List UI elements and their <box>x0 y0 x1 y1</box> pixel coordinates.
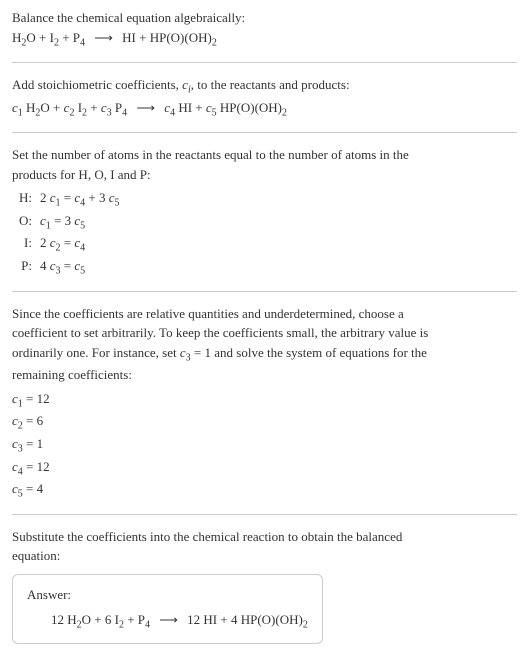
text: O + 6 I <box>82 612 119 627</box>
divider <box>12 291 517 292</box>
species: H <box>23 100 36 115</box>
arrow-icon: ⟶ <box>136 98 155 118</box>
species: HP(O)(OH) <box>217 100 282 115</box>
solve-line3: ordinarily one. For instance, set c3 = 1… <box>12 343 517 366</box>
answer-box: Answer: 12 H2O + 6 I2 + P4 ⟶ 12 HI + 4 H… <box>12 574 323 644</box>
plus: + 3 <box>85 190 109 205</box>
subscript: 5 <box>80 220 85 231</box>
coeff-row: c4 = 12 <box>12 457 517 480</box>
subscript: 5 <box>115 198 120 209</box>
answer-label: Answer: <box>27 585 308 605</box>
reactant-text: O + I <box>26 30 54 45</box>
atom-equations: H: 2 c1 = c4 + 3 c5 O: c1 = 3 c5 I: 2 c2… <box>14 188 517 278</box>
coeff-row: c2 = 6 <box>12 411 517 434</box>
text: + <box>87 100 101 115</box>
eq: = 3 <box>51 213 75 228</box>
coeff-row: c5 = 4 <box>12 479 517 502</box>
text: Add stoichiometric coefficients, <box>12 77 182 92</box>
value: = 4 <box>23 481 43 496</box>
coef: 4 <box>40 258 50 273</box>
equation: 4 c3 = c5 <box>40 256 85 279</box>
equation: 2 c1 = c4 + 3 c5 <box>40 188 120 211</box>
coeff-row: c1 = 12 <box>12 389 517 412</box>
species: I <box>74 100 82 115</box>
atom-label: I: <box>14 233 40 253</box>
eq: = <box>61 190 75 205</box>
divider <box>12 514 517 515</box>
value: = 12 <box>23 391 50 406</box>
atom-row-o: O: c1 = 3 c5 <box>14 211 517 234</box>
reactant-text: + P <box>59 30 80 45</box>
substitute-section: Substitute the coefficients into the che… <box>12 527 517 566</box>
atom-label: O: <box>14 211 40 231</box>
text: ordinarily one. For instance, set <box>12 345 180 360</box>
divider <box>12 62 517 63</box>
atoms-intro-line1: Set the number of atoms in the reactants… <box>12 145 517 165</box>
atoms-section: Set the number of atoms in the reactants… <box>12 145 517 278</box>
atom-row-h: H: 2 c1 = c4 + 3 c5 <box>14 188 517 211</box>
divider <box>12 132 517 133</box>
atom-row-i: I: 2 c2 = c4 <box>14 233 517 256</box>
text: , to the reactants and products: <box>191 77 350 92</box>
subscript: 2 <box>212 37 217 48</box>
text: 12 H <box>51 612 77 627</box>
atom-label: P: <box>14 256 40 276</box>
atom-label: H: <box>14 188 40 208</box>
subscript: 5 <box>80 266 85 277</box>
solve-line2: coefficient to set arbitrarily. To keep … <box>12 323 517 343</box>
solve-section: Since the coefficients are relative quan… <box>12 304 517 502</box>
value: = 1 <box>23 436 43 451</box>
subscript: 4 <box>145 620 150 631</box>
atoms-intro-line2: products for H, O, I and P: <box>12 165 517 185</box>
equation: c1 = 3 c5 <box>40 211 85 234</box>
reactant-text: H <box>12 30 21 45</box>
stoich-equation: c1 H2O + c2 I2 + c3 P4 ⟶ c4 HI + c5 HP(O… <box>12 98 517 121</box>
value: = 12 <box>23 459 50 474</box>
subscript: 4 <box>122 107 127 118</box>
text: + P <box>124 612 145 627</box>
coeff-row: c3 = 1 <box>12 434 517 457</box>
text: = 1 and solve the system of equations fo… <box>191 345 427 360</box>
species: P <box>112 100 122 115</box>
arrow-icon: ⟶ <box>94 28 113 48</box>
intro-text: Balance the chemical equation algebraica… <box>12 8 517 28</box>
balanced-equation: 12 H2O + 6 I2 + P4 ⟶ 12 HI + 4 HP(O)(OH)… <box>27 610 308 633</box>
coefficient-list: c1 = 12 c2 = 6 c3 = 1 c4 = 12 c5 = 4 <box>12 389 517 502</box>
subscript: 4 <box>80 37 85 48</box>
eq: = <box>61 258 75 273</box>
product-text: HI + HP(O)(OH) <box>122 30 212 45</box>
eq: = <box>61 235 75 250</box>
stoich-section: Add stoichiometric coefficients, ci, to … <box>12 75 517 120</box>
solve-line1: Since the coefficients are relative quan… <box>12 304 517 324</box>
solve-line4: remaining coefficients: <box>12 365 517 385</box>
atom-row-p: P: 4 c3 = c5 <box>14 256 517 279</box>
arrow-icon: ⟶ <box>159 610 178 630</box>
text: O + <box>40 100 63 115</box>
coef: 2 <box>40 235 50 250</box>
subscript: 4 <box>80 243 85 254</box>
text: 12 HI + 4 HP(O)(OH) <box>187 612 303 627</box>
subst-line2: equation: <box>12 546 517 566</box>
coef: 2 <box>40 190 50 205</box>
subst-line1: Substitute the coefficients into the che… <box>12 527 517 547</box>
unbalanced-equation: H2O + I2 + P4 ⟶ HI + HP(O)(OH)2 <box>12 28 517 51</box>
subscript: 2 <box>282 107 287 118</box>
subscript: 2 <box>303 620 308 631</box>
intro-section: Balance the chemical equation algebraica… <box>12 8 517 50</box>
value: = 6 <box>23 413 43 428</box>
stoich-intro: Add stoichiometric coefficients, ci, to … <box>12 75 517 98</box>
species: HI + <box>175 100 206 115</box>
equation: 2 c2 = c4 <box>40 233 85 256</box>
